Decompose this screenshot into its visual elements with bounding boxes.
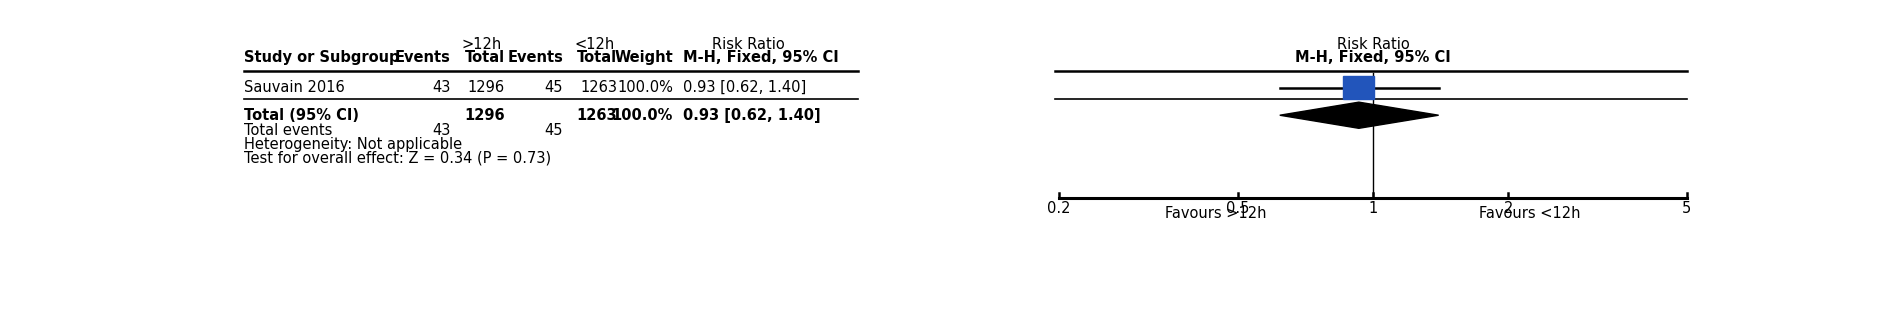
- Text: M-H, Fixed, 95% CI: M-H, Fixed, 95% CI: [682, 50, 838, 65]
- Text: 100.0%: 100.0%: [618, 80, 673, 95]
- Text: 1296: 1296: [468, 80, 506, 95]
- Text: 1263: 1263: [576, 108, 618, 123]
- Text: M-H, Fixed, 95% CI: M-H, Fixed, 95% CI: [1295, 50, 1450, 65]
- Text: Test for overall effect: Z = 0.34 (P = 0.73): Test for overall effect: Z = 0.34 (P = 0…: [243, 151, 551, 166]
- Text: <12h: <12h: [574, 37, 614, 52]
- Text: 5: 5: [1682, 202, 1692, 216]
- Text: >12h: >12h: [462, 37, 502, 52]
- Text: Total: Total: [578, 50, 618, 65]
- Text: Study or Subgroup: Study or Subgroup: [243, 50, 399, 65]
- Text: Risk Ratio: Risk Ratio: [711, 37, 785, 52]
- Text: 0.5: 0.5: [1226, 202, 1249, 216]
- Text: Favours >12h: Favours >12h: [1165, 206, 1266, 221]
- Text: 0.93 [0.62, 1.40]: 0.93 [0.62, 1.40]: [682, 80, 806, 95]
- Text: 1: 1: [1369, 202, 1378, 216]
- Text: Events: Events: [395, 50, 451, 65]
- Text: 2: 2: [1504, 202, 1513, 216]
- Text: Heterogeneity: Not applicable: Heterogeneity: Not applicable: [243, 137, 462, 152]
- Text: Total (95% CI): Total (95% CI): [243, 108, 359, 123]
- Text: Total: Total: [466, 50, 506, 65]
- Text: Sauvain 2016: Sauvain 2016: [243, 80, 344, 95]
- Text: Events: Events: [508, 50, 563, 65]
- Text: 1263: 1263: [580, 80, 618, 95]
- Text: 45: 45: [544, 123, 563, 138]
- Text: 1296: 1296: [464, 108, 506, 123]
- Text: Risk Ratio: Risk Ratio: [1336, 37, 1409, 52]
- Text: 0.93 [0.62, 1.40]: 0.93 [0.62, 1.40]: [682, 108, 821, 123]
- Text: Weight: Weight: [614, 50, 673, 65]
- Text: 100.0%: 100.0%: [612, 108, 673, 123]
- Text: 0.2: 0.2: [1047, 202, 1070, 216]
- Text: Favours <12h: Favours <12h: [1479, 206, 1582, 221]
- Text: Total events: Total events: [243, 123, 333, 138]
- Bar: [1344, 76, 1374, 99]
- Polygon shape: [1279, 102, 1439, 128]
- Text: 45: 45: [544, 80, 563, 95]
- Text: 43: 43: [432, 123, 451, 138]
- Text: 43: 43: [432, 80, 451, 95]
